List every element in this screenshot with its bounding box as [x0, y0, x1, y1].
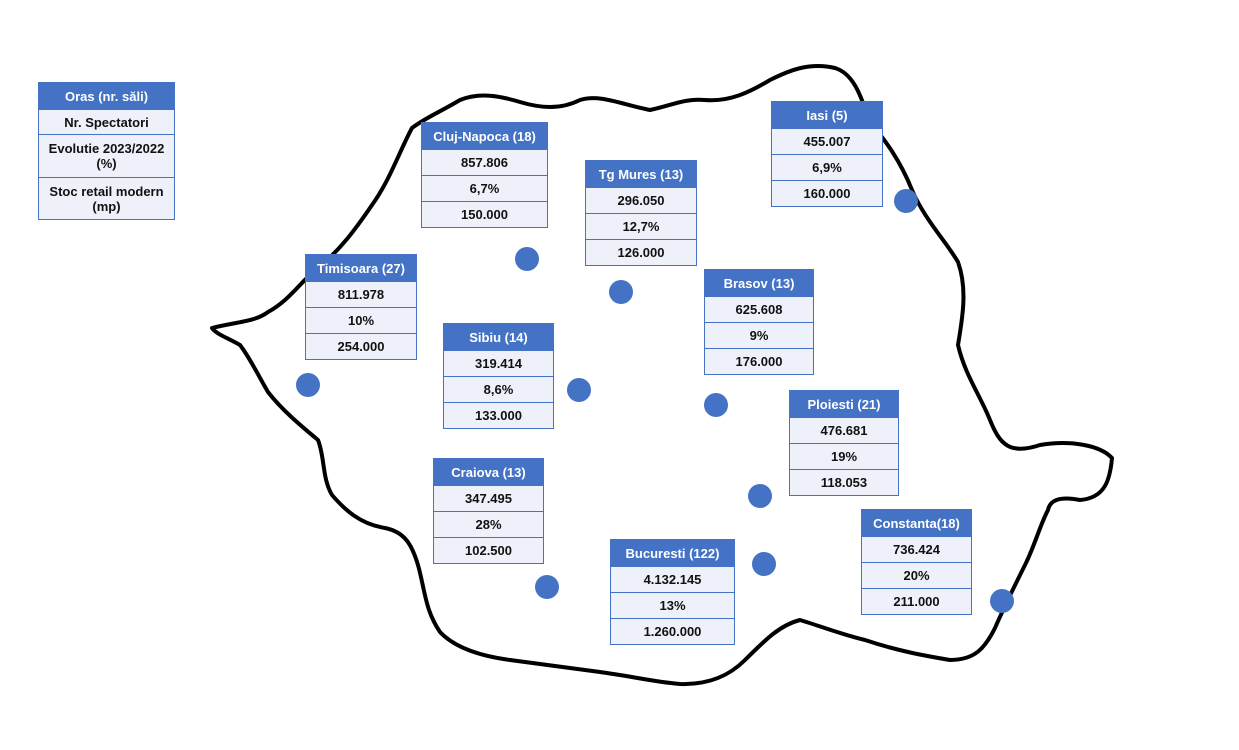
box-cell: 20% [862, 562, 971, 588]
box-cell: 28% [434, 511, 543, 537]
box-header: Cluj-Napoca (18) [422, 123, 547, 149]
city-box: Constanta(18) 736.424 20% 211.000 [861, 509, 972, 615]
box-cell: 296.050 [586, 187, 696, 213]
city-dot [990, 589, 1014, 613]
box-cell: 1.260.000 [611, 618, 734, 644]
city-dot [894, 189, 918, 213]
box-cell: 347.495 [434, 485, 543, 511]
city-box: Sibiu (14) 319.414 8,6% 133.000 [443, 323, 554, 429]
city-dot [515, 247, 539, 271]
city-box: Iasi (5) 455.007 6,9% 160.000 [771, 101, 883, 207]
city-dot [609, 280, 633, 304]
box-cell: 133.000 [444, 402, 553, 428]
box-cell: 8,6% [444, 376, 553, 402]
box-header: Brasov (13) [705, 270, 813, 296]
box-cell: 211.000 [862, 588, 971, 614]
box-header: Timisoara (27) [306, 255, 416, 281]
box-header: Craiova (13) [434, 459, 543, 485]
box-cell: 13% [611, 592, 734, 618]
country-outline [210, 63, 1114, 687]
box-cell: 102.500 [434, 537, 543, 563]
city-dot [535, 575, 559, 599]
city-dot [567, 378, 591, 402]
box-cell: 126.000 [586, 239, 696, 265]
box-header: Tg Mures (13) [586, 161, 696, 187]
city-dot [296, 373, 320, 397]
city-dot [704, 393, 728, 417]
box-cell: 176.000 [705, 348, 813, 374]
box-cell: Evolutie 2023/2022 (%) [39, 134, 174, 177]
city-box: Cluj-Napoca (18) 857.806 6,7% 150.000 [421, 122, 548, 228]
city-box: Craiova (13) 347.495 28% 102.500 [433, 458, 544, 564]
city-box: Ploiesti (21) 476.681 19% 118.053 [789, 390, 899, 496]
box-cell: 150.000 [422, 201, 547, 227]
box-header: Iasi (5) [772, 102, 882, 128]
box-cell: 625.608 [705, 296, 813, 322]
box-cell: 857.806 [422, 149, 547, 175]
city-box: Tg Mures (13) 296.050 12,7% 126.000 [585, 160, 697, 266]
box-cell: 476.681 [790, 417, 898, 443]
box-cell: 6,7% [422, 175, 547, 201]
box-cell: 160.000 [772, 180, 882, 206]
city-box: Brasov (13) 625.608 9% 176.000 [704, 269, 814, 375]
box-header: Bucuresti (122) [611, 540, 734, 566]
box-cell: 254.000 [306, 333, 416, 359]
box-cell: 9% [705, 322, 813, 348]
city-box: Bucuresti (122) 4.132.145 13% 1.260.000 [610, 539, 735, 645]
box-cell: 118.053 [790, 469, 898, 495]
box-cell: 811.978 [306, 281, 416, 307]
box-cell: 19% [790, 443, 898, 469]
city-box: Timisoara (27) 811.978 10% 254.000 [305, 254, 417, 360]
box-header: Ploiesti (21) [790, 391, 898, 417]
box-cell: Stoc retail modern (mp) [39, 177, 174, 219]
box-cell: 6,9% [772, 154, 882, 180]
box-cell: 455.007 [772, 128, 882, 154]
box-cell: 10% [306, 307, 416, 333]
box-header: Oras (nr. săli) [39, 83, 174, 109]
box-header: Sibiu (14) [444, 324, 553, 350]
box-cell: 4.132.145 [611, 566, 734, 592]
box-cell: 736.424 [862, 536, 971, 562]
city-dot [752, 552, 776, 576]
box-header: Constanta(18) [862, 510, 971, 536]
city-dot [748, 484, 772, 508]
box-cell: 319.414 [444, 350, 553, 376]
box-cell: Nr. Spectatori [39, 109, 174, 134]
box-cell: 12,7% [586, 213, 696, 239]
legend-box: Oras (nr. săli) Nr. Spectatori Evolutie 20… [38, 82, 175, 220]
